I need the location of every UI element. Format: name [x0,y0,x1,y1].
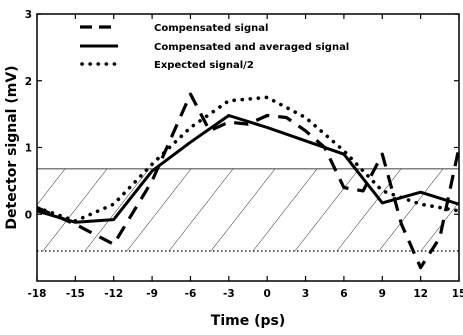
x-axis-title: Time (ps) [211,313,285,329]
hatched-band [37,168,459,252]
plot-frame [36,13,460,282]
x-tick-label: 6 [340,288,347,300]
series-line-solid [37,114,459,224]
hatch-line [37,168,66,206]
y-tick-label: 1 [25,143,32,155]
hatch-line [168,168,234,252]
x-tick-label: -6 [185,288,197,300]
hatch-line [378,168,444,252]
x-tick-label: -3 [223,288,235,300]
y-tick-label: 0 [25,209,32,221]
hatch-line [126,168,192,252]
x-tick-label: 9 [379,288,386,300]
legend-label-expected: Expected signal/2 [154,60,254,71]
x-tick-label: -15 [66,288,85,300]
hatch-line [84,168,150,252]
x-tick-label: 3 [302,288,309,300]
hatch-line [252,168,318,252]
hatch-line [210,168,276,252]
x-tick-label: 12 [413,288,428,300]
hatch-line [42,168,108,252]
legend-label-compensated: Compensated signal [154,23,268,34]
x-tick-label: -18 [28,288,47,300]
y-tick-label: 2 [25,76,32,88]
hatch-line [336,168,402,252]
x-tick-label: 15 [452,288,463,300]
series-lines [37,92,459,270]
y-axis-title: Detector signal (mV) [4,65,20,229]
x-tick-label: -9 [146,288,158,300]
reference-lines [37,168,459,252]
series-line-dashed [37,92,459,270]
y-tick-label: 3 [25,9,32,21]
x-tick-label: -12 [104,288,123,300]
x-tick-label: 0 [264,288,271,300]
hatch-line [294,168,360,252]
legend: Compensated signal Compensated and avera… [80,23,349,71]
hatch-line [420,201,459,252]
legend-label-averaged: Compensated and averaged signal [154,42,349,53]
